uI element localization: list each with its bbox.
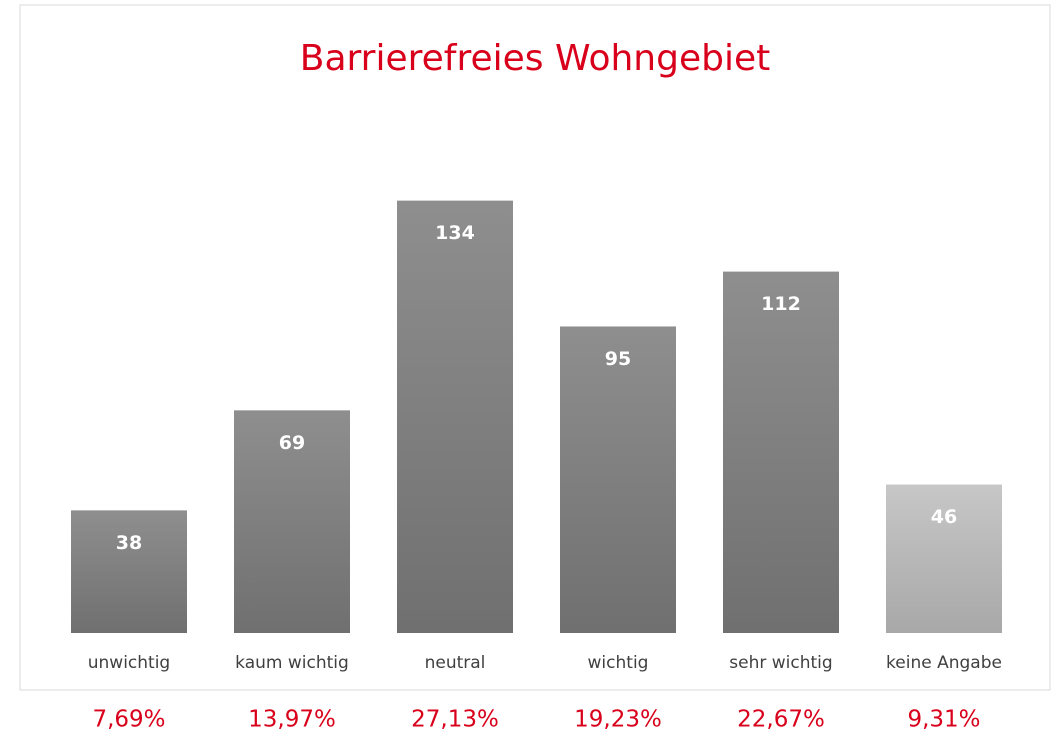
x-tick-label: sehr wichtig xyxy=(729,653,832,673)
bar-shade xyxy=(71,510,187,633)
data-label: 112 xyxy=(761,293,801,315)
data-label: 69 xyxy=(279,432,305,454)
data-label: 134 xyxy=(435,222,475,244)
x-tick-label: neutral xyxy=(425,653,486,673)
bar-shade xyxy=(723,271,839,633)
percentage-label: 22,67% xyxy=(737,707,825,733)
bar-shade xyxy=(560,326,676,633)
x-tick-label: kaum wichtig xyxy=(235,653,349,673)
data-label: 38 xyxy=(116,532,142,554)
data-label: 46 xyxy=(931,506,957,528)
data-label: 95 xyxy=(605,348,631,370)
percentage-label: 27,13% xyxy=(411,707,499,733)
percentage-label: 9,31% xyxy=(907,707,980,733)
bar-shade xyxy=(234,410,350,633)
chart-frame xyxy=(19,4,1051,691)
percentage-label: 19,23% xyxy=(574,707,662,733)
percentage-label: 7,69% xyxy=(92,707,165,733)
percentage-label: 13,97% xyxy=(248,707,336,733)
chart-title: Barrierefreies Wohngebiet xyxy=(300,38,770,79)
bar-shade xyxy=(397,200,513,634)
x-tick-label: keine Angabe xyxy=(886,653,1002,673)
x-tick-label: unwichtig xyxy=(88,653,170,673)
bar-shade xyxy=(886,484,1002,633)
x-tick-label: wichtig xyxy=(588,653,649,673)
